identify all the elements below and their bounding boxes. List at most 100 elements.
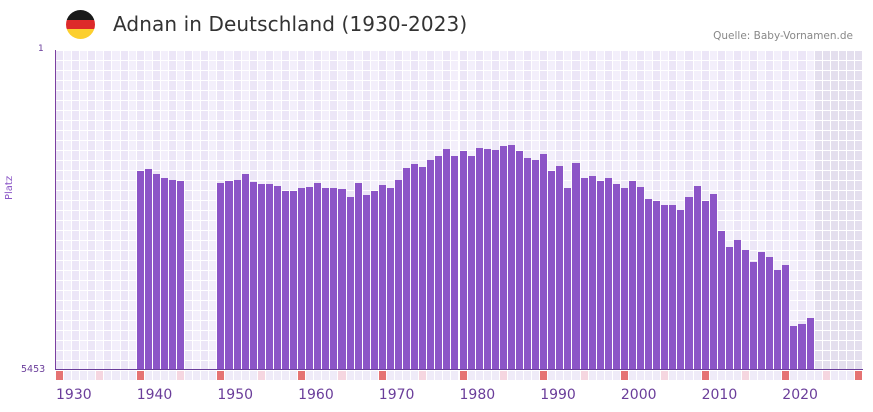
bar[interactable] (330, 188, 338, 370)
bar[interactable] (798, 324, 806, 370)
bar[interactable] (290, 191, 298, 370)
year-marker (548, 371, 556, 380)
bar[interactable] (281, 191, 290, 370)
bar[interactable] (693, 186, 701, 370)
y-tick-bottom: 5453 (21, 364, 46, 375)
year-marker (185, 371, 193, 380)
bar[interactable] (257, 184, 265, 370)
year-marker (411, 371, 419, 380)
bar[interactable] (677, 210, 685, 370)
bar[interactable] (741, 250, 749, 370)
bar[interactable] (346, 197, 354, 370)
bar[interactable] (612, 184, 620, 370)
bar[interactable] (160, 178, 168, 370)
bar[interactable] (499, 146, 507, 370)
bar[interactable] (491, 150, 499, 370)
bar[interactable] (370, 191, 378, 370)
bar[interactable] (628, 181, 637, 370)
bar[interactable] (766, 257, 774, 370)
bar[interactable] (604, 178, 612, 370)
bar[interactable] (225, 181, 233, 370)
bar[interactable] (451, 156, 459, 370)
year-column (709, 50, 718, 370)
bar[interactable] (217, 183, 225, 370)
bar[interactable] (717, 231, 725, 370)
bar[interactable] (241, 174, 249, 370)
bar[interactable] (386, 188, 394, 370)
bar[interactable] (637, 187, 645, 370)
bar[interactable] (378, 185, 386, 370)
year-marker (435, 371, 443, 380)
bar[interactable] (709, 194, 717, 370)
bar[interactable] (233, 180, 241, 370)
year-marker (281, 371, 290, 380)
bar[interactable] (273, 186, 281, 370)
bar[interactable] (419, 167, 427, 370)
bar[interactable] (144, 169, 152, 370)
bar[interactable] (168, 180, 177, 370)
bar[interactable] (556, 166, 564, 370)
bar[interactable] (758, 252, 766, 370)
source-link[interactable]: Quelle: Baby-Vornamen.de (713, 30, 853, 42)
bar[interactable] (306, 187, 314, 370)
bar[interactable] (580, 178, 588, 370)
bar[interactable] (790, 326, 798, 370)
bar[interactable] (265, 184, 273, 370)
bar[interactable] (177, 181, 185, 370)
year-column (386, 50, 395, 370)
bar[interactable] (394, 180, 402, 370)
year-column (854, 50, 863, 370)
bar[interactable] (540, 154, 548, 370)
year-marker (653, 371, 661, 380)
year-marker (64, 371, 72, 380)
bar[interactable] (354, 183, 362, 370)
bar[interactable] (669, 205, 677, 370)
bar[interactable] (435, 156, 443, 370)
bar[interactable] (564, 188, 572, 370)
bar[interactable] (725, 247, 733, 370)
year-column (774, 50, 782, 370)
year-marker (604, 371, 612, 380)
bar[interactable] (685, 197, 693, 370)
year-column (193, 50, 201, 370)
bar[interactable] (314, 183, 322, 370)
bar[interactable] (362, 195, 370, 370)
bar[interactable] (596, 181, 604, 370)
bar[interactable] (588, 176, 596, 370)
bar[interactable] (572, 163, 580, 370)
bar[interactable] (322, 188, 330, 370)
bar[interactable] (467, 156, 475, 370)
bar[interactable] (136, 171, 144, 370)
bar[interactable] (249, 182, 257, 370)
bar[interactable] (338, 189, 346, 370)
bar[interactable] (475, 148, 483, 370)
bar[interactable] (620, 188, 628, 370)
bar[interactable] (483, 149, 491, 370)
year-marker (225, 371, 233, 380)
bar[interactable] (411, 164, 419, 370)
year-column (548, 50, 556, 370)
bar[interactable] (403, 168, 411, 370)
bar[interactable] (750, 262, 758, 370)
year-column (403, 50, 411, 370)
bar[interactable] (733, 240, 741, 370)
bar[interactable] (782, 265, 790, 370)
bar[interactable] (459, 151, 467, 370)
bar[interactable] (661, 205, 669, 370)
bar[interactable] (774, 270, 782, 370)
bar[interactable] (507, 145, 515, 370)
plot-area (56, 50, 863, 370)
bar[interactable] (524, 158, 532, 370)
bar[interactable] (443, 149, 451, 370)
bar[interactable] (645, 199, 653, 370)
year-column (346, 50, 355, 370)
bar[interactable] (701, 201, 709, 370)
bar[interactable] (152, 174, 160, 370)
bar[interactable] (532, 160, 540, 370)
bar[interactable] (548, 171, 556, 370)
bar[interactable] (806, 318, 814, 370)
bar[interactable] (427, 160, 435, 370)
bar[interactable] (653, 201, 661, 370)
bar[interactable] (298, 188, 306, 370)
bar[interactable] (515, 151, 524, 370)
